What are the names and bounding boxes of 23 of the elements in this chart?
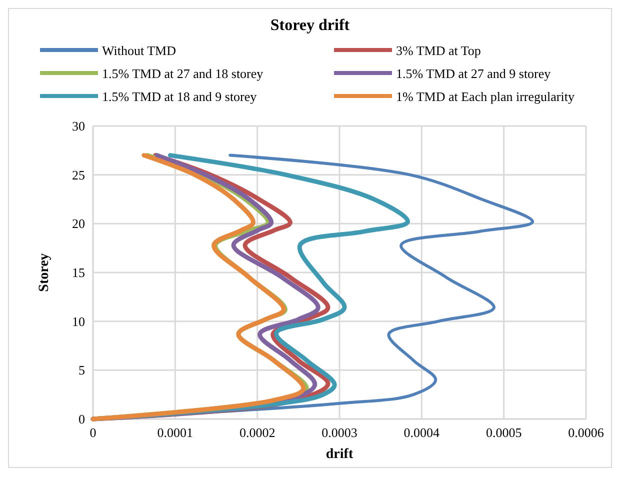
y-tick-label: 10 [72,314,85,329]
x-tick-label: 0.0005 [486,425,522,440]
x-tick-label: 0.0006 [568,425,604,440]
x-tick-label: 0 [90,425,96,440]
x-tick-label: 0.0003 [322,425,358,440]
legend-label: 1.5% TMD at 18 and 9 storey [102,89,258,104]
x-tick-label: 0.0002 [239,425,276,440]
y-axis-title: Storey [37,253,52,292]
legend-label: Without TMD [102,43,176,58]
x-tick-label: 0.0001 [157,425,194,440]
x-axis-title: drift [326,447,354,462]
x-tick-label: 0.0004 [404,425,440,440]
legend-label: 1.5% TMD at 27 and 18 storey [102,66,264,81]
legend-label: 1% TMD at Each plan irregularity [396,89,575,104]
y-tick-label: 0 [78,412,85,426]
chart-title: Storey drift [270,17,350,34]
legend-label: 1.5% TMD at 27 and 9 storey [396,66,552,81]
y-tick-label: 15 [72,265,85,280]
legend-label: 3% TMD at Top [396,43,481,58]
y-tick-label: 20 [72,216,85,232]
y-tick-label: 5 [78,362,85,378]
y-tick-label: 30 [72,118,85,134]
y-tick-label: 25 [72,167,85,182]
